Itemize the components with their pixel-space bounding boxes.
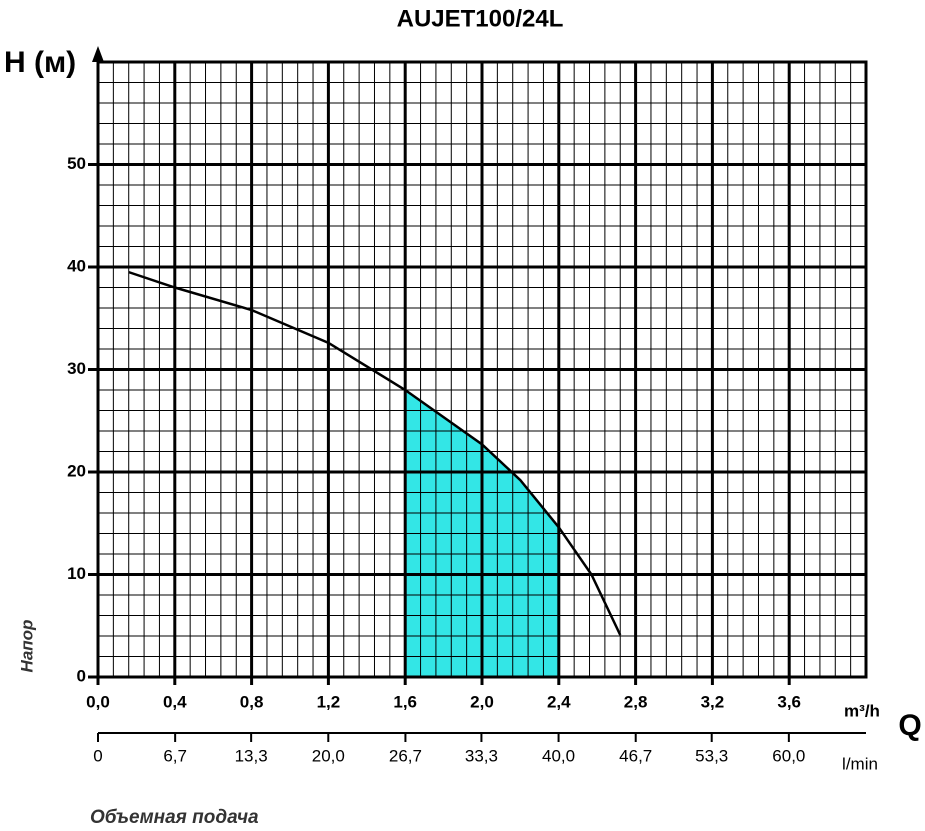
x-unit: m³/h xyxy=(844,701,880,720)
x-tick-label: 2,8 xyxy=(624,692,648,711)
y-tick-label: 0 xyxy=(77,666,86,685)
x-tick-label: 1,6 xyxy=(393,692,417,711)
pump-curve xyxy=(128,270,622,636)
x-tick-label: 3,6 xyxy=(777,692,801,711)
x-axis-title: Объемная подача xyxy=(90,807,259,828)
axis-arrow xyxy=(92,46,104,62)
x2-tick-label: 53,3 xyxy=(695,746,728,765)
x2-tick-label: 60,0 xyxy=(772,746,805,765)
x2-tick-label: 26,7 xyxy=(389,746,422,765)
x2-tick-label: 13,3 xyxy=(235,746,268,765)
y-tick-label: 30 xyxy=(67,359,86,378)
x2-unit: l/min xyxy=(842,754,878,773)
y-tick-label: 10 xyxy=(67,564,86,583)
y-tick-label: 50 xyxy=(67,154,86,173)
y-tick-label: 40 xyxy=(67,256,86,275)
x-tick-label: 0,4 xyxy=(163,692,187,711)
x2-tick-label: 46,7 xyxy=(619,746,652,765)
x2-tick-label: 6,7 xyxy=(163,746,187,765)
x2-tick-label: 33,3 xyxy=(465,746,498,765)
y-label: H (м) xyxy=(4,46,76,79)
x-tick-label: 0,8 xyxy=(240,692,264,711)
x2-tick-label: 0 xyxy=(93,746,102,765)
x-tick-label: 1,2 xyxy=(317,692,341,711)
y-tick-label: 20 xyxy=(67,461,86,480)
plot-border xyxy=(96,60,868,679)
x-tick-label: 0,0 xyxy=(86,692,110,711)
x-symbol: Q xyxy=(898,709,921,742)
x-tick-label: 3,2 xyxy=(701,692,725,711)
chart-title: AUJET100/24L xyxy=(397,5,564,32)
x-tick-label: 2,4 xyxy=(547,692,571,711)
x2-tick-label: 20,0 xyxy=(312,746,345,765)
x2-tick-label: 40,0 xyxy=(542,746,575,765)
y-axis-title: Напор xyxy=(17,620,36,673)
x-tick-label: 2,0 xyxy=(470,692,494,711)
